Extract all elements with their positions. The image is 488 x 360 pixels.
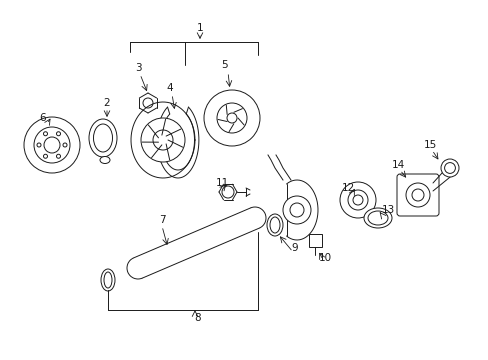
Text: 7: 7 [159, 215, 165, 225]
Text: 9: 9 [291, 243, 298, 253]
Text: 13: 13 [381, 205, 394, 215]
Ellipse shape [367, 211, 387, 225]
Ellipse shape [100, 157, 110, 163]
Circle shape [226, 113, 237, 123]
Text: 12: 12 [341, 183, 354, 193]
Ellipse shape [93, 124, 112, 152]
Circle shape [283, 196, 310, 224]
Circle shape [57, 154, 61, 158]
Circle shape [43, 132, 47, 136]
Circle shape [153, 130, 173, 150]
Text: 11: 11 [215, 178, 228, 188]
Text: 4: 4 [166, 83, 173, 93]
Circle shape [222, 186, 234, 198]
Circle shape [24, 117, 80, 173]
Circle shape [203, 90, 260, 146]
Circle shape [217, 103, 246, 133]
Text: 6: 6 [40, 113, 46, 123]
Text: 15: 15 [423, 140, 436, 150]
Circle shape [34, 127, 70, 163]
Circle shape [43, 154, 47, 158]
Text: 2: 2 [103, 98, 110, 108]
Text: 5: 5 [221, 60, 228, 70]
Circle shape [44, 137, 60, 153]
Circle shape [142, 98, 153, 108]
Text: 14: 14 [390, 160, 404, 170]
Circle shape [352, 195, 362, 205]
Circle shape [37, 143, 41, 147]
Ellipse shape [363, 208, 391, 228]
Text: 3: 3 [134, 63, 141, 73]
Bar [308, 234, 321, 247]
Circle shape [440, 159, 458, 177]
Ellipse shape [104, 272, 112, 288]
Circle shape [339, 182, 375, 218]
Circle shape [57, 132, 61, 136]
FancyBboxPatch shape [396, 174, 438, 216]
Text: 1: 1 [196, 23, 203, 33]
Circle shape [289, 203, 304, 217]
Ellipse shape [269, 217, 280, 233]
Circle shape [411, 189, 423, 201]
Circle shape [444, 163, 454, 174]
Circle shape [405, 183, 429, 207]
Ellipse shape [266, 214, 283, 236]
Circle shape [347, 190, 367, 210]
Circle shape [63, 143, 67, 147]
Text: 10: 10 [318, 253, 331, 263]
Circle shape [141, 118, 184, 162]
Text: 8: 8 [194, 313, 201, 323]
Ellipse shape [101, 269, 115, 291]
Ellipse shape [89, 119, 117, 157]
